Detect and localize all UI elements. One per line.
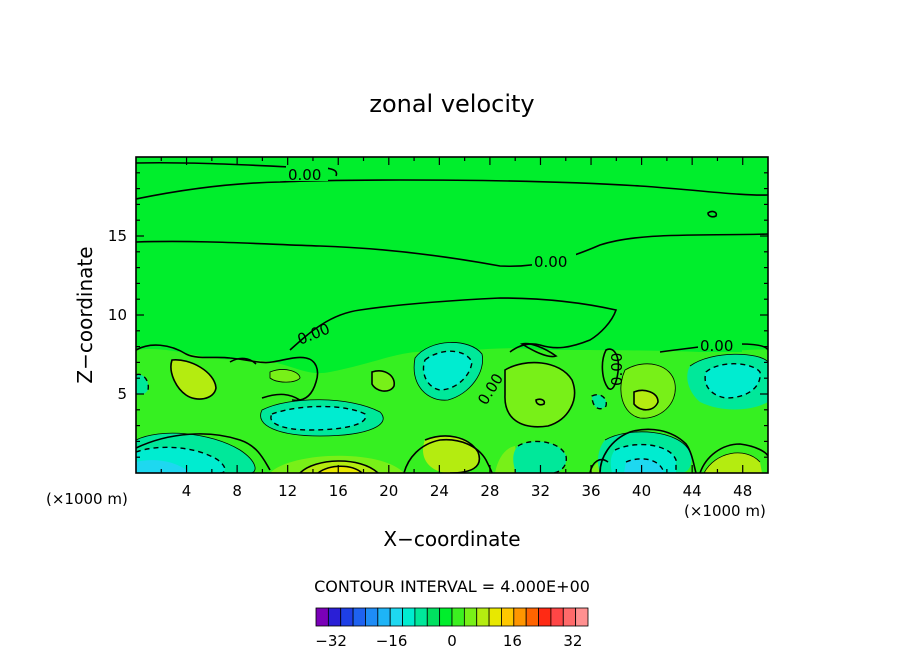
field-blob-neg-4c [136, 460, 190, 473]
field-blob-pos-5b [634, 390, 658, 410]
contour-lines-thin [136, 342, 768, 473]
field-blob-pos-6 [422, 436, 480, 473]
contour-label: 0.00 [700, 337, 733, 355]
contour-zero-top [136, 161, 338, 177]
field-blob-pos-2 [270, 369, 300, 383]
colorbar-swatch [414, 607, 428, 627]
contour-upper [136, 179, 768, 200]
x-unit-left: (×1000 m) [46, 490, 128, 508]
colorbar-swatch [501, 607, 515, 627]
contour-lower [136, 433, 271, 471]
colorbar-tick-label: −32 [315, 632, 347, 650]
x-tick-label: 20 [379, 482, 398, 500]
contour-band [136, 344, 319, 402]
x-tick-label: 40 [632, 482, 651, 500]
x-tick-label: 12 [278, 482, 297, 500]
field-blob-neg-5c [624, 458, 664, 473]
colorbar-swatch [525, 607, 539, 627]
colorbar-swatch [327, 607, 342, 627]
field-blob-neg-6 [513, 441, 567, 473]
colorbar-swatch [365, 607, 379, 627]
x-tick-label: 44 [683, 482, 702, 500]
colorbar-swatch [315, 607, 329, 627]
y-tick-labels: 5 10 15 [108, 227, 127, 403]
y-tick-label: 5 [117, 385, 127, 403]
colorbar-swatch [451, 607, 465, 627]
contour-zero-mid [136, 233, 768, 268]
contour-zero-low [289, 297, 618, 353]
contour-label: 0.00 [608, 353, 626, 386]
x-tick-label: 28 [480, 482, 499, 500]
x-axis-label: X−coordinate [383, 527, 520, 551]
colorbar-swatch [538, 607, 552, 627]
colorbar-swatch [513, 607, 527, 627]
contour-label: 0.00 [534, 253, 567, 271]
field-blob-neg-7 [136, 374, 149, 395]
contour-lines-solid [136, 161, 768, 473]
y-ticks [136, 172, 768, 458]
field-blob-pos-9 [495, 446, 520, 473]
x-tick-label: 48 [733, 482, 752, 500]
colorbar-swatch [476, 607, 490, 627]
field-blob-pos-1 [170, 359, 216, 400]
colorbar-swatch [562, 607, 577, 627]
colorbar-tick-labels: −32 −16 0 16 32 [315, 632, 582, 650]
colorbar-swatch [463, 607, 478, 627]
colorbar-swatch [377, 607, 391, 627]
plot-area: 0.00 0.00 0.00 0.00 0.00 0.00 [136, 157, 768, 473]
field-blob-neg-3b [705, 363, 761, 398]
colorbar-swatch [575, 607, 589, 627]
colorbar [315, 607, 589, 627]
field-blob-pos-8 [704, 452, 762, 473]
y-tick-label: 15 [108, 227, 127, 245]
colorbar-swatch [352, 607, 366, 627]
colorbar-tick-label: 0 [447, 632, 457, 650]
colorbar-swatch [550, 607, 564, 627]
colorbar-tick-label: 32 [563, 632, 582, 650]
x-tick-label: 4 [182, 482, 192, 500]
x-unit-right: (×1000 m) [684, 502, 766, 520]
field-blob-neg-8 [592, 394, 607, 409]
colorbar-tick-label: −16 [376, 632, 408, 650]
x-tick-label: 24 [430, 482, 449, 500]
colorbar-swatch [340, 607, 354, 627]
chart-title: zonal velocity [369, 90, 534, 118]
field-blob-neg-1b [423, 351, 472, 390]
contour-lines-dashed [136, 350, 761, 473]
x-ticks [160, 157, 744, 473]
y-axis-label: Z−coordinate [73, 246, 97, 383]
x-tick-labels: 4 8 12 16 20 24 28 32 36 40 44 48 [182, 482, 752, 500]
y-tick-label: 10 [108, 306, 127, 324]
x-tick-label: 16 [329, 482, 348, 500]
colorbar-swatch [426, 607, 441, 627]
x-tick-label: 8 [232, 482, 242, 500]
contour-interval-text: CONTOUR INTERVAL = 4.000E+00 [314, 577, 590, 596]
x-tick-label: 32 [531, 482, 550, 500]
contour-label: 0.00 [288, 166, 321, 184]
field-blob-neg-2b [270, 406, 366, 430]
colorbar-swatch [402, 607, 416, 627]
field-blob-pos-3 [372, 370, 395, 392]
colorbar-tick-label: 16 [503, 632, 522, 650]
colorbar-swatch [439, 607, 453, 627]
colorbar-swatch [389, 607, 403, 627]
field-blob-pos-4 [504, 362, 575, 427]
colorbar-swatch [488, 607, 502, 627]
x-tick-label: 36 [581, 482, 600, 500]
